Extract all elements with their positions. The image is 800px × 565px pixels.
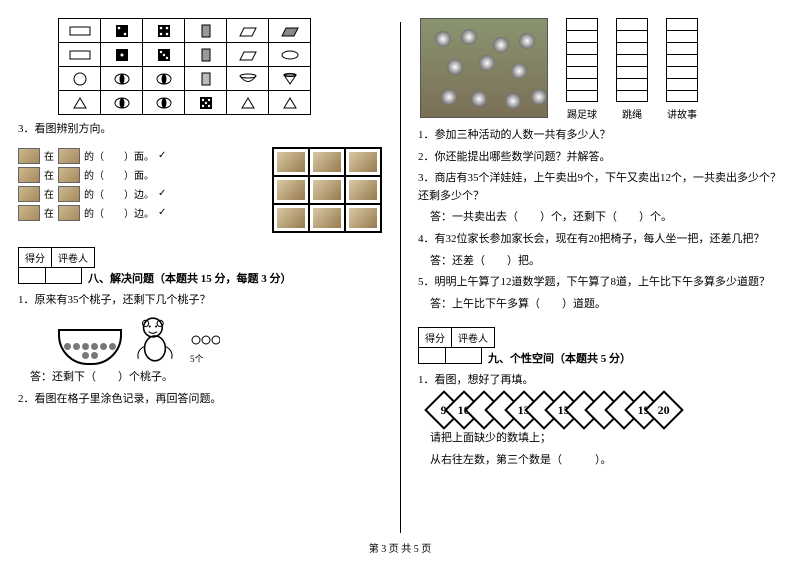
q8-1: 1．原来有35个桃子，还剩下几个桃子？	[18, 292, 382, 310]
tally-col-rope: 跳绳	[616, 18, 648, 121]
basket-icon	[58, 329, 122, 365]
q3-label: 3．看图辨别方向。	[18, 121, 382, 139]
animal-chip	[58, 186, 80, 202]
animal-grid	[272, 147, 382, 233]
monkey-illustration: 5个	[58, 313, 382, 365]
right-column: 踢足球 跳绳 讲故事 1．参加三种活动的人数一共有多少人？ 2．你还能提出哪些数…	[400, 0, 800, 565]
animal-chip	[18, 167, 40, 183]
shape-table	[58, 18, 311, 115]
page-footer: 第 3 页 共 5 页	[0, 540, 800, 555]
animal-chip	[58, 148, 80, 164]
tally-col-football: 踢足球	[566, 18, 598, 121]
rq2: 2．你还能提出哪些数学问题？并解答。	[418, 149, 782, 167]
section-8-title: 八、解决问题（本题共 15 分，每题 3 分）	[88, 270, 382, 286]
rq5-ans: 答：上午比下午多算（ ）道题。	[430, 296, 782, 314]
q8-2: 2．看图在格子里涂色记录，再回答问题。	[18, 391, 382, 409]
panda-image	[420, 18, 548, 118]
animal-chip	[18, 148, 40, 164]
rq4: 4．有32位家长参加家长会，现在有20把椅子，每人坐一把，还差几把？	[418, 231, 782, 249]
section-9-title: 九、个性空间（本题共 5 分）	[488, 350, 782, 366]
rq5: 5．明明上午算了12道数学题，下午算了8道，上午比下午多算多少道题？	[418, 274, 782, 292]
animal-chip	[18, 186, 40, 202]
q9-line2: 从右往左数，第三个数是（ ）。	[430, 452, 782, 470]
animal-chip	[58, 167, 80, 183]
q8-1-ans: 答：还剩下（ ）个桃子。	[30, 369, 382, 387]
tally-col-story: 讲故事	[666, 18, 698, 121]
left-column: 3．看图辨别方向。 在的（ ）面。✓ 在的（ ）面。 在的（ ）边。✓ 在的（ …	[0, 0, 400, 565]
rq4-ans: 答：还差（ ）把。	[430, 253, 782, 271]
animal-chip	[18, 205, 40, 221]
rq3-ans: 答：一共卖出去（ ）个，还剩下（ ）个。	[430, 209, 782, 227]
direction-block: 在的（ ）面。✓ 在的（ ）面。 在的（ ）边。✓ 在的（ ）边。✓	[18, 145, 382, 233]
monkey-icon	[130, 313, 182, 365]
rq1: 1．参加三种活动的人数一共有多少人？	[418, 127, 782, 145]
tally-chart: 踢足球 跳绳 讲故事	[420, 18, 782, 121]
rq3: 3．商店有35个洋娃娃，上午卖出9个，下午又卖出12个，一共卖出多少个？还剩多少…	[418, 170, 782, 205]
diamond-row: 91013151920	[430, 396, 782, 424]
q9-1: 1．看图，想好了再填。	[418, 372, 782, 390]
animal-chip	[58, 205, 80, 221]
page-divider	[400, 22, 401, 533]
q9-line1: 请把上面缺少的数填上；	[430, 430, 782, 448]
